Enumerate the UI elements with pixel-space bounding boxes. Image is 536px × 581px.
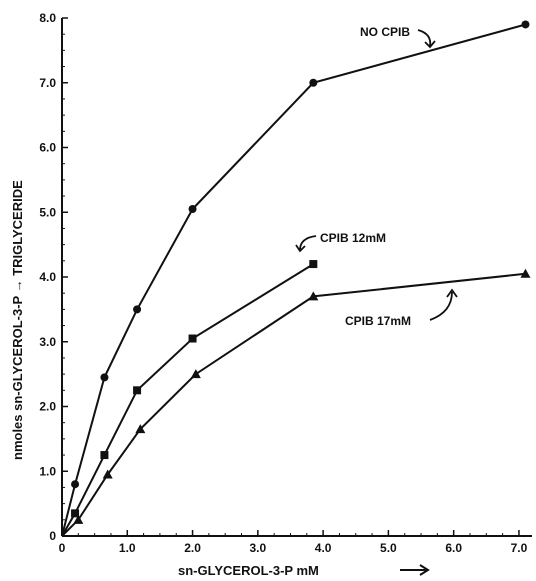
y-tick-label: 2.0 — [39, 400, 56, 414]
y-tick-label: 6.0 — [39, 141, 56, 155]
x-tick-label: 4.0 — [315, 541, 332, 555]
data-point-no-cpib — [133, 305, 142, 314]
data-point-cpib-17mm — [520, 268, 531, 278]
plot-area: 0 1.0 2.0 3.0 4.0 5.0 6.0 7.0 0 1.0 2.0 3.0 4.0 5.0 6… — [39, 11, 532, 555]
data-point-cpib-17mm — [190, 369, 201, 379]
y-tick-label: 3.0 — [39, 335, 56, 349]
annotation-no-cpib: NO CPIB — [360, 25, 410, 39]
x-tick-label: 5.0 — [380, 541, 397, 555]
y-axis-title: nmoles sn-GLYCEROL-3-P → TRIGLYCERIDE — [10, 180, 25, 460]
annotation-no-cpib-arrow — [417, 29, 436, 49]
data-point-no-cpib — [521, 20, 530, 29]
data-point-no-cpib — [188, 205, 197, 214]
data-point-no-cpib — [309, 78, 318, 87]
annotation-cpib-12mm-arrow — [295, 235, 317, 253]
x-ticks: 0 1.0 2.0 3.0 4.0 5.0 6.0 7.0 — [59, 530, 528, 555]
data-point-cpib-17mm — [102, 469, 113, 479]
series-line-cpib-17mm — [61, 272, 526, 537]
y-tick-label: 5.0 — [39, 205, 56, 219]
x-tick-label: 7.0 — [511, 541, 528, 555]
data-point-cpib-17mm — [73, 514, 84, 524]
x-tick-label: 1.0 — [119, 541, 136, 555]
annotation-cpib-17mm: CPIB 17mM — [345, 314, 411, 328]
x-tick-label: 3.0 — [249, 541, 266, 555]
x-axis-title: sn-GLYCEROL-3-P mM — [178, 563, 319, 578]
data-point-no-cpib — [71, 480, 80, 489]
y-tick-label: 0 — [49, 529, 56, 543]
x-tick-label: 2.0 — [184, 541, 201, 555]
data-point-cpib-12mm — [100, 451, 109, 460]
annotation-cpib-17mm-arrow — [429, 288, 458, 321]
x-tick-label: 0 — [59, 541, 66, 555]
y-ticks: 0 1.0 2.0 3.0 4.0 5.0 6.0 7.0 8.0 — [39, 11, 68, 543]
data-point-cpib-17mm — [135, 424, 146, 434]
series-line-cpib-12mm — [61, 263, 314, 537]
series-layer — [61, 20, 531, 537]
data-point-cpib-12mm — [133, 386, 142, 395]
annotation-cpib-12mm: CPIB 12mM — [320, 231, 386, 245]
data-point-cpib-17mm — [308, 291, 319, 301]
y-tick-label: 1.0 — [39, 464, 56, 478]
y-tick-label: 4.0 — [39, 270, 56, 284]
data-point-cpib-12mm — [309, 260, 318, 269]
x-axis-title-arrow — [400, 564, 430, 576]
data-point-cpib-12mm — [71, 509, 80, 518]
y-tick-label: 8.0 — [39, 11, 56, 25]
data-point-cpib-12mm — [188, 334, 197, 343]
data-point-no-cpib — [100, 373, 109, 382]
x-tick-label: 6.0 — [445, 541, 462, 555]
y-tick-label: 7.0 — [39, 76, 56, 90]
